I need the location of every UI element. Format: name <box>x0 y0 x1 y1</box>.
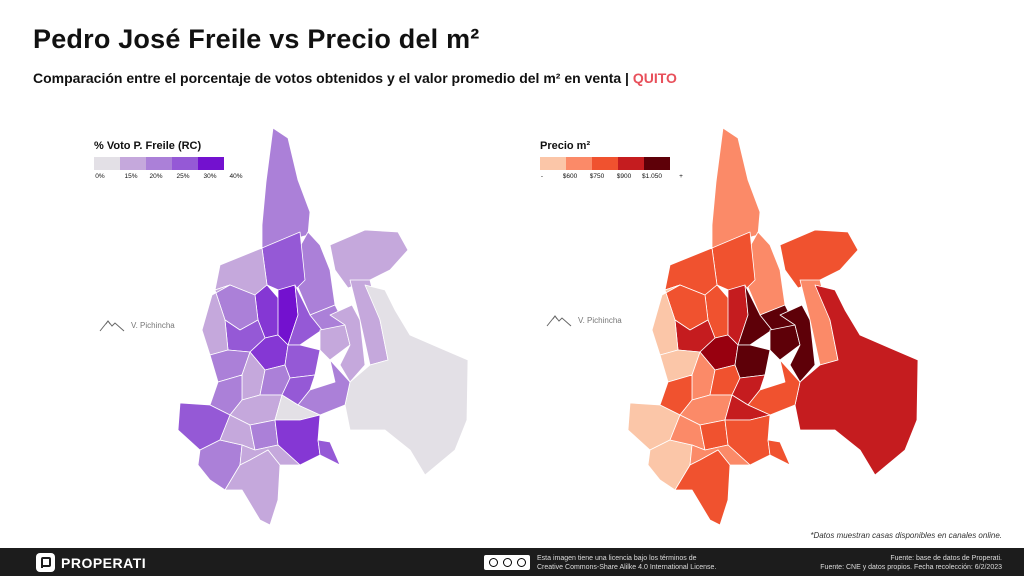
vote-parish <box>319 324 351 361</box>
price-tick: $600 <box>562 173 578 180</box>
price-legend-title: Precio m² <box>540 140 591 152</box>
price-swatch-3 <box>592 157 618 170</box>
price-tick: $900 <box>616 173 632 180</box>
creative-commons-icon[interactable] <box>484 555 530 570</box>
source-text: Fuente: base de datos de Properati. Fuen… <box>820 554 1002 572</box>
price-parish <box>779 229 859 289</box>
vote-tick: 0% <box>95 173 105 180</box>
subtitle-city: QUITO <box>632 70 677 86</box>
price-map-landmark-label: V. Pichincha <box>578 315 622 325</box>
vote-tick: 20% <box>149 173 163 180</box>
price-tick: $1.050 <box>642 173 662 180</box>
price-swatch-1 <box>540 157 566 170</box>
vote-legend-title: % Voto P. Freile (RC) <box>94 140 202 152</box>
price-parish <box>769 324 801 361</box>
source-line-2: Fuente: CNE y datos propios. Fecha recol… <box>820 564 1002 571</box>
mountain-icon <box>546 315 572 327</box>
vote-tick: 40% <box>229 173 243 180</box>
vote-parish <box>261 127 311 249</box>
vote-parish <box>284 344 321 379</box>
price-swatch-5 <box>644 157 670 170</box>
subtitle-text: Comparación entre el porcentaje de votos… <box>33 70 629 86</box>
price-parish <box>674 449 731 526</box>
vote-parish <box>317 439 341 466</box>
price-map-svg <box>627 127 919 526</box>
vote-tick: 25% <box>176 173 190 180</box>
brand-name: PROPERATI <box>61 554 147 571</box>
data-note: *Datos muestran casas disponibles en can… <box>810 531 1002 540</box>
price-map-landmark: V. Pichincha <box>546 313 622 327</box>
price-tick: + <box>679 173 683 180</box>
vote-parish <box>249 419 279 451</box>
vote-tick: 15% <box>124 173 138 180</box>
vote-swatch-3 <box>146 157 172 170</box>
vote-parish <box>224 449 281 526</box>
vote-map-svg <box>177 127 469 526</box>
mountain-icon <box>99 320 125 332</box>
properati-logo-icon <box>36 553 55 572</box>
price-parish <box>734 344 771 379</box>
vote-parish <box>201 284 231 356</box>
vote-map <box>170 120 480 535</box>
license-text: Esta imagen tiene una licencia bajo los … <box>537 554 716 572</box>
vote-legend-ticks: 0% 15% 20% 25% 30% 40% <box>94 173 242 185</box>
vote-map-landmark-label: V. Pichincha <box>131 320 175 330</box>
sa-icon <box>516 558 526 567</box>
page-subtitle: Comparación entre el porcentaje de votos… <box>33 70 677 86</box>
cc-icon <box>488 558 498 567</box>
price-swatch-4 <box>618 157 644 170</box>
license-line-1: Esta imagen tiene una licencia bajo los … <box>537 555 697 562</box>
vote-swatch-1 <box>94 157 120 170</box>
vote-legend-swatches <box>94 157 224 170</box>
price-parish <box>794 284 919 476</box>
brand-logo[interactable]: PROPERATI <box>36 553 146 572</box>
price-parish <box>651 284 681 356</box>
price-tick: $750 <box>589 173 605 180</box>
vote-map-landmark: V. Pichincha <box>99 318 175 332</box>
price-swatch-2 <box>566 157 592 170</box>
by-icon <box>502 558 512 567</box>
vote-parish <box>329 229 409 289</box>
vote-swatch-5 <box>198 157 224 170</box>
page-title: Pedro José Freile vs Precio del m² <box>33 24 480 54</box>
vote-tick: 30% <box>203 173 217 180</box>
price-tick: - <box>540 173 544 180</box>
price-legend: Precio m² - $600 $750 $900 $1.050 + <box>540 140 683 185</box>
vote-parish <box>344 284 469 476</box>
license-line-2: Creative Commons-Share Alilke 4.0 Intern… <box>537 564 717 571</box>
vote-legend: % Voto P. Freile (RC) 0% 15% 20% 25% 30%… <box>94 140 243 185</box>
price-legend-swatches <box>540 157 670 170</box>
footer: PROPERATI Esta imagen tiene una licencia… <box>0 548 1024 576</box>
source-line-1: Fuente: base de datos de Properati. <box>890 555 1002 562</box>
vote-swatch-4 <box>172 157 198 170</box>
vote-swatch-2 <box>120 157 146 170</box>
price-map <box>620 120 930 535</box>
price-parish <box>767 439 791 466</box>
price-legend-ticks: - $600 $750 $900 $1.050 + <box>540 173 683 185</box>
price-parish <box>699 419 729 451</box>
price-parish <box>711 127 761 249</box>
